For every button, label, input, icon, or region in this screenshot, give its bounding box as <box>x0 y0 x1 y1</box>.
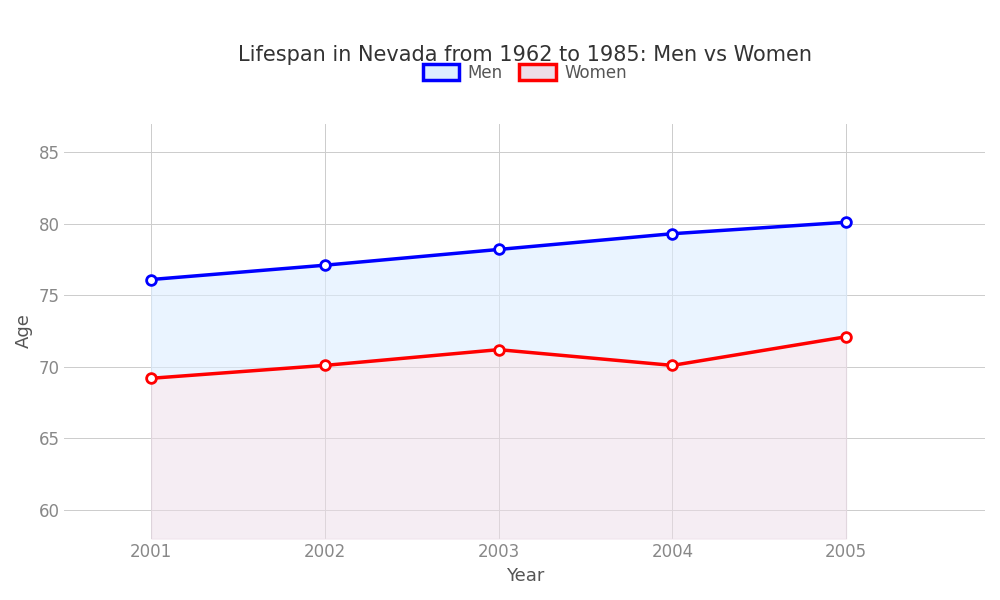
Y-axis label: Age: Age <box>15 314 33 349</box>
Legend: Men, Women: Men, Women <box>416 57 634 88</box>
X-axis label: Year: Year <box>506 567 544 585</box>
Title: Lifespan in Nevada from 1962 to 1985: Men vs Women: Lifespan in Nevada from 1962 to 1985: Me… <box>238 45 812 65</box>
